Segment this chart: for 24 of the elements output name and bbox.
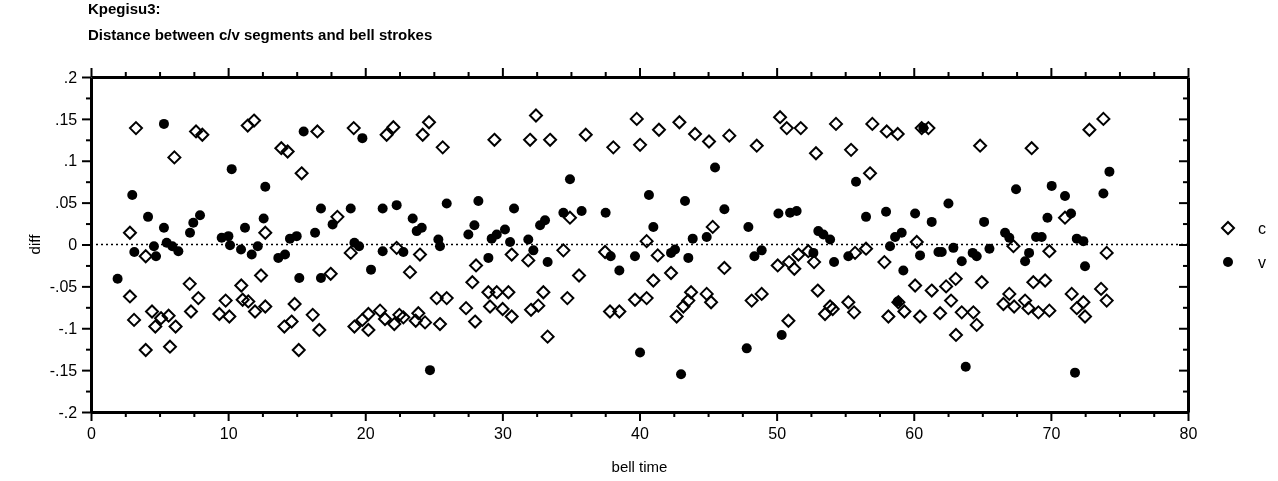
chart-title: Kpegisu3: [88,0,161,17]
y-tick-label: .05 [54,194,78,212]
y-tick-label: -.05 [49,277,78,295]
y-tick-label: -.15 [49,361,78,379]
legend-label: v [1258,254,1266,271]
y-tick-label: .2 [63,68,78,86]
legend-label: c [1258,220,1266,237]
x-tick-label: 50 [768,424,787,442]
x-tick-label: 20 [356,424,375,442]
x-tick-label: 60 [905,424,924,442]
x-tick-label: 10 [219,424,238,442]
y-tick-label: -.1 [58,319,78,337]
y-tick-label: .1 [63,152,78,170]
x-tick-label: 40 [631,424,649,442]
y-tick-label: -.2 [58,403,78,421]
chart-subtitle: Distance between c/v segments and bell strokes [88,26,433,43]
x-tick-label: 80 [1179,424,1198,442]
y-tick-label: 0 [68,236,78,254]
y-tick-label: .15 [54,110,78,128]
x-axis-title: bell time [611,458,668,475]
x-tick-label: 0 [87,424,97,442]
x-tick-label: 30 [493,424,512,442]
y-axis-title: diff [26,233,43,255]
x-tick-label: 70 [1042,424,1061,442]
